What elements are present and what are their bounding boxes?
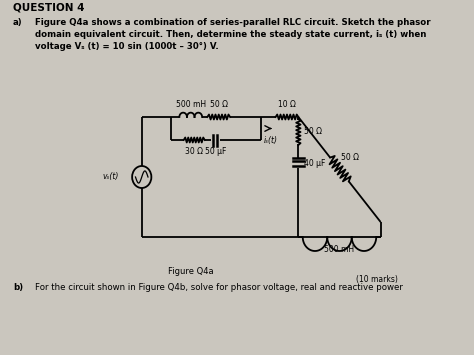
- Text: (10 marks): (10 marks): [356, 275, 398, 284]
- Text: Figure Q4a shows a combination of series-parallel RLC circuit. Sketch the phasor: Figure Q4a shows a combination of series…: [35, 18, 430, 51]
- Text: For the circuit shown in Figure Q4b, solve for phasor voltage, real and reactive: For the circuit shown in Figure Q4b, sol…: [35, 283, 403, 292]
- Text: 50 Ω: 50 Ω: [304, 127, 322, 137]
- Text: b): b): [13, 283, 23, 292]
- Text: 30 Ω: 30 Ω: [185, 147, 203, 156]
- Text: 40 μF: 40 μF: [304, 158, 326, 168]
- Text: QUESTION 4: QUESTION 4: [13, 3, 85, 13]
- Text: iₛ(t): iₛ(t): [264, 137, 278, 146]
- Text: a): a): [13, 18, 23, 27]
- Text: vₛ(t): vₛ(t): [102, 173, 119, 181]
- Text: 50 Ω: 50 Ω: [210, 100, 228, 109]
- Text: 50 μF: 50 μF: [205, 147, 227, 156]
- Text: 500 mH: 500 mH: [324, 245, 355, 254]
- Text: 50 Ω: 50 Ω: [341, 153, 359, 162]
- Text: 10 Ω: 10 Ω: [278, 100, 296, 109]
- Text: Figure Q4a: Figure Q4a: [168, 267, 214, 276]
- Text: 500 mH: 500 mH: [176, 100, 206, 109]
